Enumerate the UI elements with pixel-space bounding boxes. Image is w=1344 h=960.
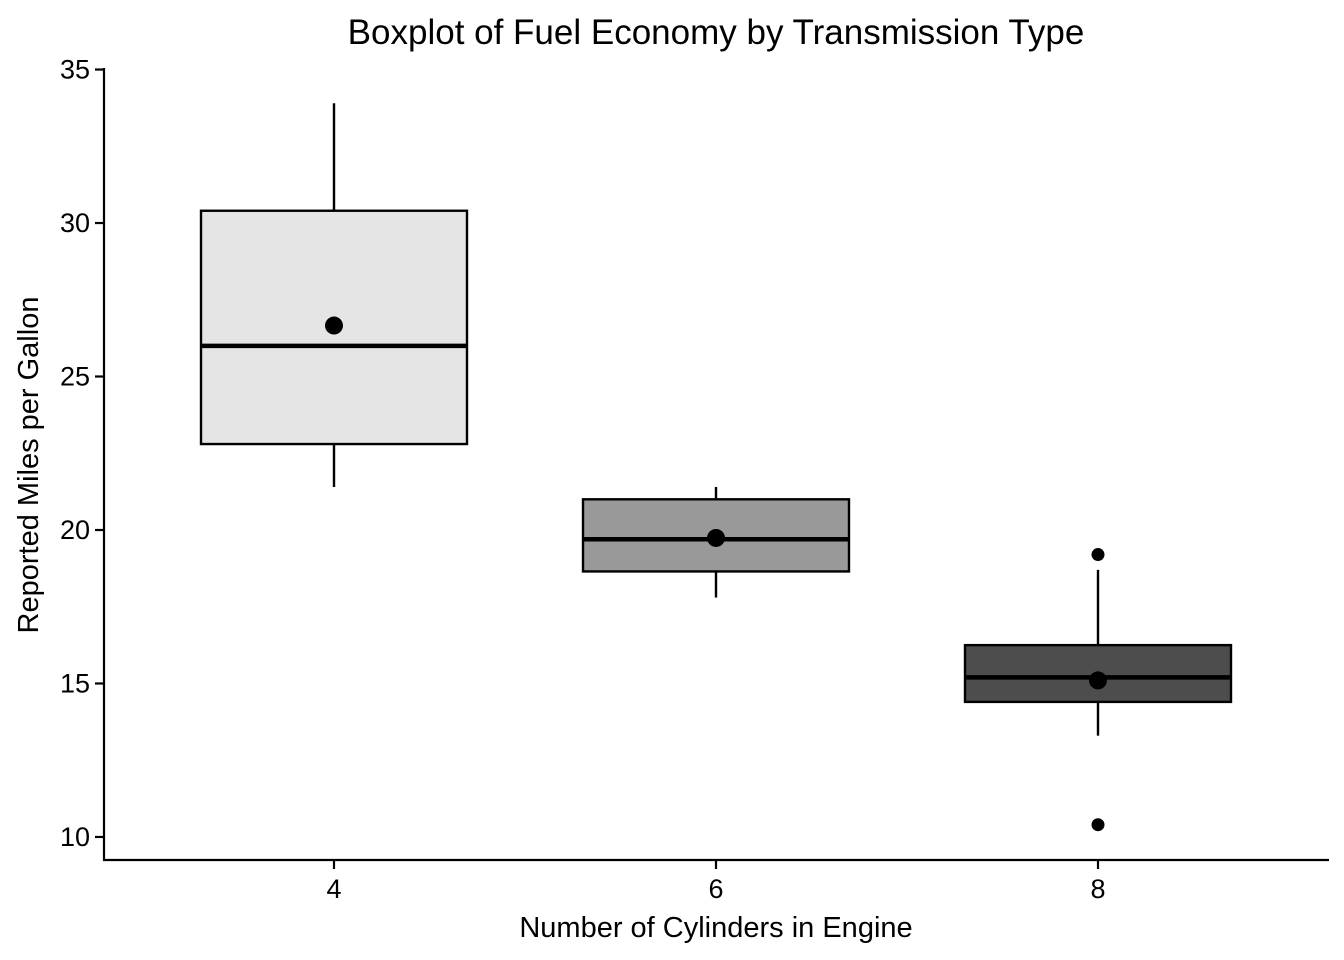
mean-point (325, 316, 343, 335)
y-tick-label: 10 (60, 822, 90, 852)
outlier-point (1091, 548, 1105, 562)
x-tick-label: 6 (708, 874, 723, 904)
y-axis-title: Reported Miles per Gallon (13, 297, 45, 634)
y-tick-label: 30 (60, 208, 90, 238)
y-ticks: 10 15 20 25 30 35 (60, 55, 104, 852)
boxes-layer (199, 103, 1233, 832)
y-tick-label: 20 (60, 515, 90, 545)
y-tick-label: 35 (60, 55, 90, 85)
box-group-8 (963, 548, 1233, 832)
chart-title: Boxplot of Fuel Economy by Transmission … (348, 13, 1085, 52)
x-tick-label: 4 (326, 874, 341, 904)
x-tick-label: 8 (1090, 874, 1105, 904)
outlier-point (1091, 818, 1105, 832)
y-tick-label: 25 (60, 362, 90, 392)
mean-point (707, 528, 725, 547)
box-group-4 (199, 103, 469, 488)
box-group-6 (581, 487, 851, 598)
y-tick-label: 15 (60, 668, 90, 698)
mean-point (1089, 671, 1107, 690)
x-axis-title: Number of Cylinders in Engine (519, 912, 912, 944)
x-ticks: 4 6 8 (326, 860, 1106, 904)
